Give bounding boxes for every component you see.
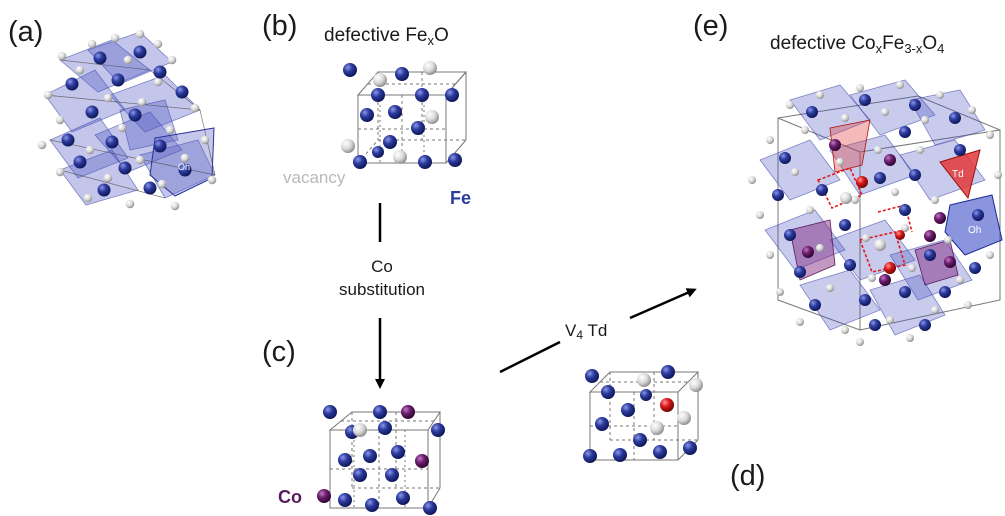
panel-d-label: (d) [730,460,766,492]
td-label-e: Td [952,169,964,180]
arrow-v4td-segment [499,340,561,374]
arrow-to-spinel [629,288,697,320]
oh-label-a: Oh [178,162,190,172]
oh-octahedron-e [944,194,1003,256]
crystal-a: Oh [37,29,217,211]
panel-c-label: (c) [262,336,296,368]
oh-label-e: Oh [968,225,981,236]
fe-label: Fe [450,188,472,208]
cube-b [341,61,468,169]
crystal-e: Td Oh [748,79,1003,346]
co-substitution-caption: Co substitution [339,257,425,299]
vacancy-label: vacancy [283,168,346,187]
panel-b-title: defective FexO [324,25,449,48]
panel-a-label: (a) [8,16,44,48]
cube-c [317,405,445,515]
v4-td-caption: V4 Td [565,321,608,342]
panel-e-title: defective CoxFe3-xO4 [770,33,945,56]
panel-b-label: (b) [262,10,298,42]
cube-d [583,365,703,463]
co-label: Co [278,487,302,507]
panel-e-label: (e) [693,10,729,42]
